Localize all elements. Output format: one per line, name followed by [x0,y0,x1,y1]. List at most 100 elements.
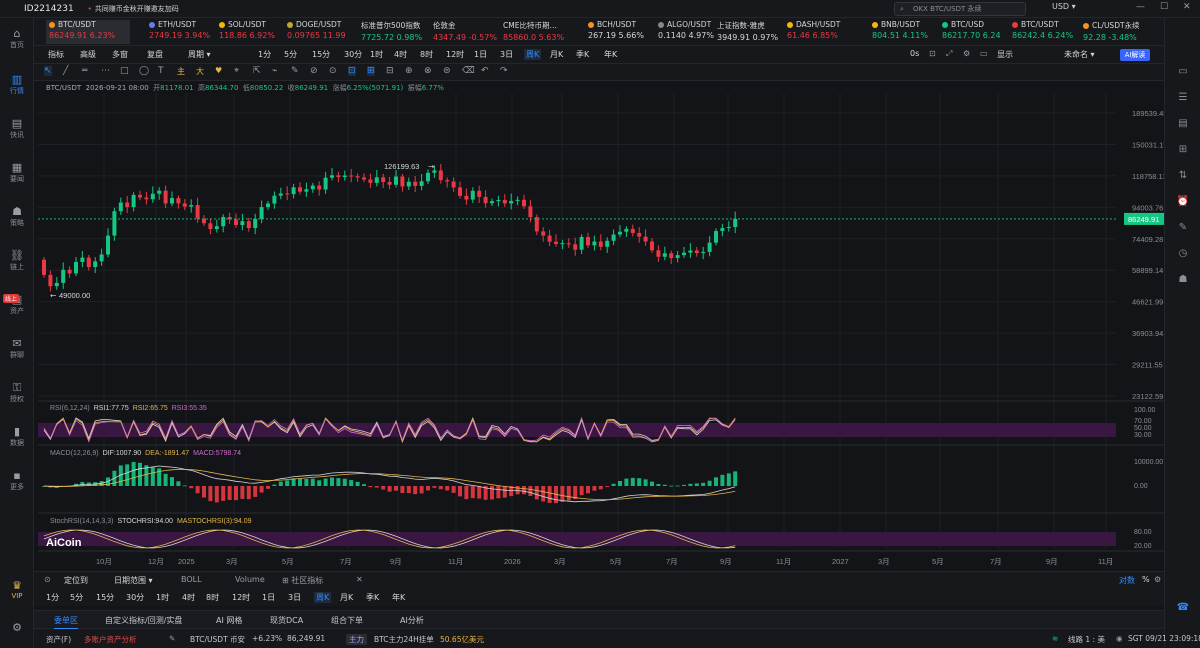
sidebar-item-5[interactable]: ⛓ 链上 [0,250,34,272]
sidebar-item-8[interactable]: ⚿ 授权 [0,382,34,404]
order-tab-0[interactable]: 委单区 [54,615,78,630]
drawing-tool-24[interactable]: ↷ [500,66,508,76]
sidebar-item-4[interactable]: ☗ 策略 [0,206,34,228]
multi-window-button[interactable]: 多窗 [112,50,128,59]
drawing-tool-7[interactable]: 主 [177,67,185,76]
display-button[interactable]: 显示 [997,50,1013,59]
bottom-period-0[interactable]: 1分 [46,593,60,602]
ai-interpret-button[interactable]: AI解读 [1120,49,1150,61]
drawing-tool-6[interactable]: T [158,66,164,76]
chart-area[interactable]: BTC/USDT 2026-09-21 08:00 开81178.01 高863… [34,81,1164,571]
promo-banner[interactable]: 共同赚币金秋开赚邀友加码 [88,4,179,14]
sidebar-item-10[interactable]: ▪ 更多 [0,470,34,492]
depth-icon[interactable]: ▤ [1178,118,1188,129]
drawing-tool-0[interactable]: ↖ [44,66,52,76]
period-11[interactable]: 月K [550,50,564,59]
drawing-tool-18[interactable]: ⊟ [386,66,394,76]
sidebar-item-7[interactable]: ✉ 群聊 [0,338,34,360]
notify-icon[interactable]: ◉ [1116,634,1123,643]
sidebar-item-9[interactable]: ▮ 数据 [0,426,34,448]
alert-icon[interactable]: ⏰ [1176,196,1190,207]
ticker-item[interactable]: SOL/USDT 118.86 6.92% [216,20,278,44]
ticker-item[interactable]: 标准普尔500指数 7725.72 0.98% [358,20,425,44]
bottom-period-3[interactable]: 30分 [126,593,145,602]
vip-button[interactable]: ♛ VIP [0,580,34,601]
candlestick-chart[interactable]: 189539.45 150031.17 118758.13 94003.76 74409… [34,81,1164,571]
history-icon[interactable]: ◷ [1178,248,1188,259]
maximize-button[interactable]: ☐ [1160,2,1169,12]
bottom-period-7[interactable]: 12时 [232,593,251,602]
ticker-item[interactable]: BTC/USDT 86242.4 6.24% [1009,20,1076,44]
bottom-period-13[interactable]: 年K [392,593,406,602]
bottom-period-10[interactable]: 周K [314,592,332,603]
order-tab-3[interactable]: 现货DCA [270,616,304,625]
grid-icon[interactable]: ⊞ [1178,144,1188,155]
settings-icon[interactable]: ⚙ [963,49,971,58]
period-12[interactable]: 季K [576,50,590,59]
drawing-tool-8[interactable]: 大 [196,67,204,76]
ticker-item[interactable]: ALGO/USDT 0.1140 4.97% [655,20,717,44]
layout-toggle-icon[interactable]: ▭ [980,49,988,58]
note-icon[interactable]: ✎ [1178,222,1188,233]
drawing-tool-13[interactable]: ✎ [291,66,299,76]
order-tab-1[interactable]: 自定义指标/回测/实盘 [105,616,183,625]
period-9[interactable]: 3日 [500,50,514,59]
fullscreen-icon[interactable]: ⤢ [946,49,953,58]
bottom-period-8[interactable]: 1日 [262,593,276,602]
drawing-tool-17[interactable]: ⊞ [367,66,375,76]
period-label[interactable]: 周期 ▾ [188,50,211,59]
period-0[interactable]: 1分 [258,50,272,59]
screenshot-icon[interactable]: ⊡ [929,49,936,58]
ticker-item[interactable]: DOGE/USDT 0.09765 11.99 [284,20,349,44]
route-label[interactable]: 线路 1 : 美 [1068,635,1105,644]
drawing-tool-11[interactable]: ⇱ [253,66,261,76]
sidebar-item-1[interactable]: ▥ 行情 [0,74,34,96]
drawing-tool-21[interactable]: ⊜ [443,66,451,76]
bottom-period-11[interactable]: 月K [340,593,354,602]
volume-indicator[interactable]: Volume [235,575,265,584]
order-tab-2[interactable]: AI 网格 [216,616,243,625]
support-icon[interactable]: ☎ [1176,602,1190,613]
multi-assets-link[interactable]: 多账户资产分析 [84,635,137,644]
drawing-tool-3[interactable]: ⋯ [101,66,110,76]
drawing-tool-2[interactable]: ═ [82,66,88,76]
period-5[interactable]: 4时 [394,50,408,59]
period-2[interactable]: 15分 [312,50,331,59]
drawing-tool-23[interactable]: ↶ [481,66,489,76]
edit-icon[interactable]: ✎ [169,634,176,643]
drawing-tool-19[interactable]: ⊕ [405,66,413,76]
replay-button[interactable]: 复盘 [147,50,163,59]
period-4[interactable]: 1时 [370,50,384,59]
drawing-tool-4[interactable]: □ [120,66,129,76]
drawing-tool-9[interactable]: ♥ [215,66,223,75]
drawing-tool-14[interactable]: ⊘ [310,66,318,76]
account-id[interactable]: ID2214231 [24,3,74,14]
log-scale-toggle[interactable]: 对数 [1119,576,1135,585]
bottom-period-6[interactable]: 8时 [206,593,220,602]
bottom-period-12[interactable]: 季K [366,593,380,602]
advanced-button[interactable]: 高级 [80,50,96,59]
sidebar-item-0[interactable]: ⌂ 首页 [0,28,34,50]
list-icon[interactable]: ☰ [1178,92,1188,103]
drawing-tool-20[interactable]: ⊗ [424,66,432,76]
bottom-period-2[interactable]: 15分 [96,593,115,602]
bottom-period-1[interactable]: 5分 [70,593,84,602]
settings-button[interactable]: ⚙ [0,622,34,634]
drawing-tool-22[interactable]: ⌫ [462,66,475,76]
order-tab-4[interactable]: 组合下单 [331,616,363,625]
template-select[interactable]: 未命名 ▾ [1064,50,1095,59]
drawing-tool-5[interactable]: ◯ [139,66,150,76]
period-1[interactable]: 5分 [284,50,298,59]
ticker-item[interactable]: 伦敦金 4347.49 -0.57% [430,20,500,44]
bottom-period-9[interactable]: 3日 [288,593,302,602]
order-tab-5[interactable]: AI分析 [400,616,424,625]
indicator-button[interactable]: 指标 [48,50,64,59]
locate-button[interactable]: 定位到 [64,576,88,585]
boll-indicator[interactable]: BOLL [181,575,202,584]
ticker-item[interactable]: 上证指数-雅虎 3949.91 0.97% [714,20,781,44]
bottom-period-4[interactable]: 1时 [156,593,170,602]
status-pair[interactable]: BTC/USDT 币安 [190,635,246,644]
drawing-tool-10[interactable]: ⌖ [234,66,240,76]
period-7[interactable]: 12时 [446,50,465,59]
ticker-item[interactable]: BTC/USDT 86249.91 6.23% [46,20,130,44]
